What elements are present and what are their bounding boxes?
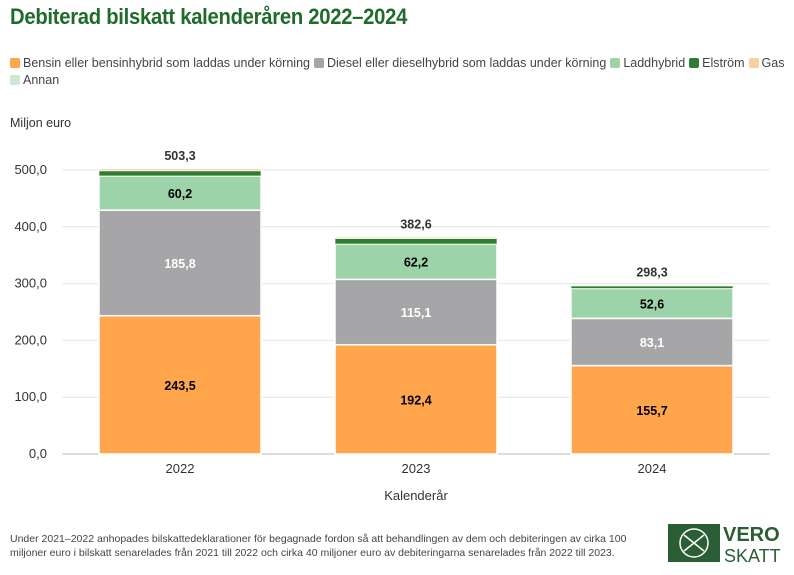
legend-item[interactable]: Gas xyxy=(748,55,785,72)
legend-swatch xyxy=(10,75,20,85)
bar-segment xyxy=(98,170,262,177)
vero-skatt-logo: VERO SKATT xyxy=(668,521,786,566)
legend-label: Gas xyxy=(761,56,785,70)
data-label: 155,7 xyxy=(636,404,667,418)
bar-segment xyxy=(98,314,262,455)
bar-segment xyxy=(98,175,262,211)
bar-segment xyxy=(334,236,498,238)
data-label: 60,2 xyxy=(168,187,192,201)
y-tick-label: 500,0 xyxy=(14,162,47,177)
legend-swatch xyxy=(10,58,20,68)
legend-item[interactable]: Bensin eller bensinhybrid som laddas und… xyxy=(10,55,310,72)
data-label: 83,1 xyxy=(640,336,664,350)
footnote: Under 2021–2022 anhopades bilskattedekla… xyxy=(10,533,627,559)
legend-swatch xyxy=(610,58,621,68)
y-tick-label: 400,0 xyxy=(14,219,47,234)
legend-swatch xyxy=(689,58,700,68)
legend: Bensin eller bensinhybrid som laddas und… xyxy=(10,55,790,89)
legend-swatch xyxy=(313,58,324,68)
svg-text:VERO: VERO xyxy=(723,524,780,546)
legend-swatch xyxy=(748,58,759,68)
x-tick-label: 2023 xyxy=(402,461,431,476)
y-tick-label: 0,0 xyxy=(29,446,47,461)
y-axis-label: Miljon euro xyxy=(10,116,72,130)
x-tick-label: 2022 xyxy=(166,461,195,476)
x-tick-label: 2024 xyxy=(638,461,667,476)
data-label: 185,8 xyxy=(164,257,195,271)
legend-item[interactable]: Annan xyxy=(10,72,59,89)
data-label: 243,5 xyxy=(164,379,195,393)
data-label: 62,2 xyxy=(404,256,428,270)
legend-label: Annan xyxy=(23,73,60,87)
bar-segment xyxy=(334,278,498,346)
bar-segment xyxy=(334,243,498,281)
total-label: 382,6 xyxy=(400,218,431,232)
data-label: 115,1 xyxy=(401,306,432,320)
bar-segment xyxy=(570,364,734,455)
y-tick-label: 300,0 xyxy=(14,276,47,291)
bar-segment xyxy=(570,285,734,289)
plot-area: 0,0 100,0 200,0 300,0 400,0 500,0 243,5 185,8 60… xyxy=(14,149,770,503)
x-axis-label: Kalenderår xyxy=(384,488,448,503)
total-label: 503,3 xyxy=(164,149,195,163)
bar-segment xyxy=(334,238,498,245)
chart-title: Debiterad bilskatt kalenderåren 2022–202… xyxy=(10,4,408,29)
legend-item[interactable]: Elström xyxy=(689,55,745,72)
legend-label: Elström xyxy=(702,56,745,70)
legend-label: Bensin eller bensinhybrid som laddas und… xyxy=(23,56,310,70)
total-label: 298,3 xyxy=(636,266,667,280)
legend-item[interactable]: Laddhybrid xyxy=(610,55,685,72)
bar-segment xyxy=(570,287,734,320)
legend-label: Laddhybrid xyxy=(623,56,686,70)
data-label: 52,6 xyxy=(640,297,664,311)
bar-segment xyxy=(98,167,262,170)
data-label: 192,4 xyxy=(400,393,431,407)
y-tick-label: 200,0 xyxy=(14,332,47,347)
legend-label: Diesel eller dieselhybrid som laddas und… xyxy=(326,56,607,70)
y-tick-label: 100,0 xyxy=(14,389,47,404)
bar-segment xyxy=(334,343,498,455)
legend-item[interactable]: Diesel eller dieselhybrid som laddas und… xyxy=(313,55,607,72)
bar-segment xyxy=(570,284,734,286)
bar-segment xyxy=(98,209,262,317)
svg-text:SKATT: SKATT xyxy=(724,546,781,565)
